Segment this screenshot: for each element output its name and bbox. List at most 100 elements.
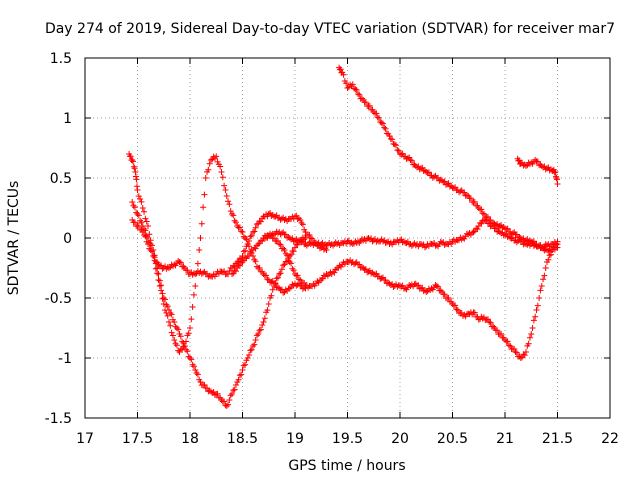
data-point-track-3 [171, 319, 178, 325]
data-point-track-4 [373, 270, 380, 277]
data-point-track-1 [130, 158, 137, 165]
data-point-track-6 [431, 173, 438, 180]
data-point-track-3 [214, 390, 221, 397]
data-point-track-1 [252, 258, 259, 265]
data-point-track-5 [421, 244, 428, 251]
data-point-track-2 [180, 263, 187, 270]
data-point-track-4 [517, 355, 524, 361]
data-point-track-6 [457, 188, 464, 195]
data-point-track-3 [259, 322, 266, 328]
data-point-track-1 [242, 235, 249, 241]
data-point-track-3 [292, 244, 298, 251]
data-point-track-3 [268, 292, 275, 299]
data-point-track-3 [260, 319, 267, 325]
data-point-track-6 [344, 85, 351, 91]
chart-title: Day 274 of 2019, Sidereal Day-to-day VTE… [45, 21, 615, 37]
data-point-track-3 [273, 275, 280, 282]
data-point-track-4 [532, 313, 539, 320]
data-point-track-5 [319, 239, 326, 246]
data-point-track-4 [540, 276, 547, 283]
data-point-track-4 [487, 319, 494, 326]
data-point-track-2 [272, 213, 279, 220]
data-point-track-1 [168, 329, 175, 336]
data-point-track-3 [146, 239, 153, 246]
data-point-track-7 [552, 169, 559, 175]
data-point-track-4 [433, 283, 440, 289]
data-point-track-6 [424, 169, 431, 176]
data-point-track-5 [502, 231, 508, 238]
data-point-track-1 [132, 169, 139, 175]
data-point-track-4 [277, 241, 284, 248]
data-point-track-4 [445, 294, 452, 301]
data-point-track-1 [137, 196, 144, 202]
data-point-track-3 [247, 347, 254, 354]
data-point-track-3 [160, 295, 167, 301]
data-point-track-3 [181, 343, 188, 349]
data-point-track-3 [180, 340, 187, 346]
data-point-track-3 [135, 212, 142, 219]
data-point-track-4 [282, 250, 289, 257]
data-point-track-3 [286, 253, 293, 259]
data-point-track-3 [236, 372, 243, 379]
data-point-track-3 [184, 348, 191, 355]
data-point-track-1 [185, 330, 192, 337]
data-point-track-1 [231, 217, 238, 224]
data-point-track-7 [523, 163, 529, 169]
data-point-track-5 [348, 239, 355, 246]
data-point-track-3 [139, 223, 146, 229]
data-point-track-4 [513, 349, 520, 356]
data-point-track-3 [290, 248, 297, 255]
data-point-track-1 [208, 157, 214, 163]
data-point-track-1 [131, 165, 138, 172]
data-point-track-3 [173, 325, 180, 331]
data-point-track-1 [164, 312, 171, 319]
data-point-track-6 [407, 157, 414, 163]
data-point-track-4 [289, 265, 296, 272]
data-point-track-6 [467, 195, 474, 202]
data-point-track-4 [292, 271, 298, 277]
data-point-track-3 [239, 367, 246, 373]
data-point-track-6 [524, 236, 531, 243]
data-point-track-6 [374, 114, 381, 121]
data-point-track-2 [239, 253, 246, 259]
data-point-track-4 [479, 315, 486, 322]
data-point-track-3 [269, 286, 276, 293]
x-tick-label: 18 [181, 431, 199, 447]
data-point-track-1 [127, 153, 134, 160]
data-point-track-7 [553, 176, 560, 183]
data-point-track-1 [227, 208, 234, 215]
data-point-track-5 [470, 229, 477, 235]
data-point-track-1 [202, 175, 209, 181]
x-tick-label: 19.5 [332, 431, 363, 447]
data-point-track-3 [256, 327, 263, 334]
data-point-track-6 [358, 95, 365, 102]
data-point-track-1 [219, 174, 226, 181]
data-point-track-3 [168, 311, 175, 318]
data-point-track-1 [232, 219, 239, 226]
data-point-track-3 [148, 242, 155, 249]
data-point-track-1 [188, 316, 195, 323]
data-point-track-5 [440, 239, 447, 246]
data-point-track-4 [242, 254, 249, 261]
data-point-track-1 [141, 208, 148, 215]
data-point-track-2 [200, 269, 207, 276]
data-point-track-2 [226, 268, 233, 274]
data-point-track-3 [277, 270, 284, 277]
data-point-track-4 [494, 327, 501, 334]
data-point-track-4 [521, 352, 528, 359]
x-tick-label: 22 [601, 431, 619, 447]
data-point-track-6 [484, 213, 491, 220]
x-tick-label: 20 [391, 431, 409, 447]
data-point-track-3 [183, 346, 190, 353]
data-point-track-3 [251, 341, 258, 348]
x-tick-label: 20.5 [437, 431, 468, 447]
y-tick-label: 1 [63, 111, 72, 127]
data-point-track-3 [238, 371, 245, 378]
data-point-track-5 [322, 241, 329, 248]
data-point-track-2 [221, 268, 228, 275]
data-point-track-6 [487, 217, 494, 224]
data-point-track-1 [173, 342, 180, 349]
data-point-track-4 [536, 295, 543, 301]
data-point-track-1 [213, 153, 220, 160]
